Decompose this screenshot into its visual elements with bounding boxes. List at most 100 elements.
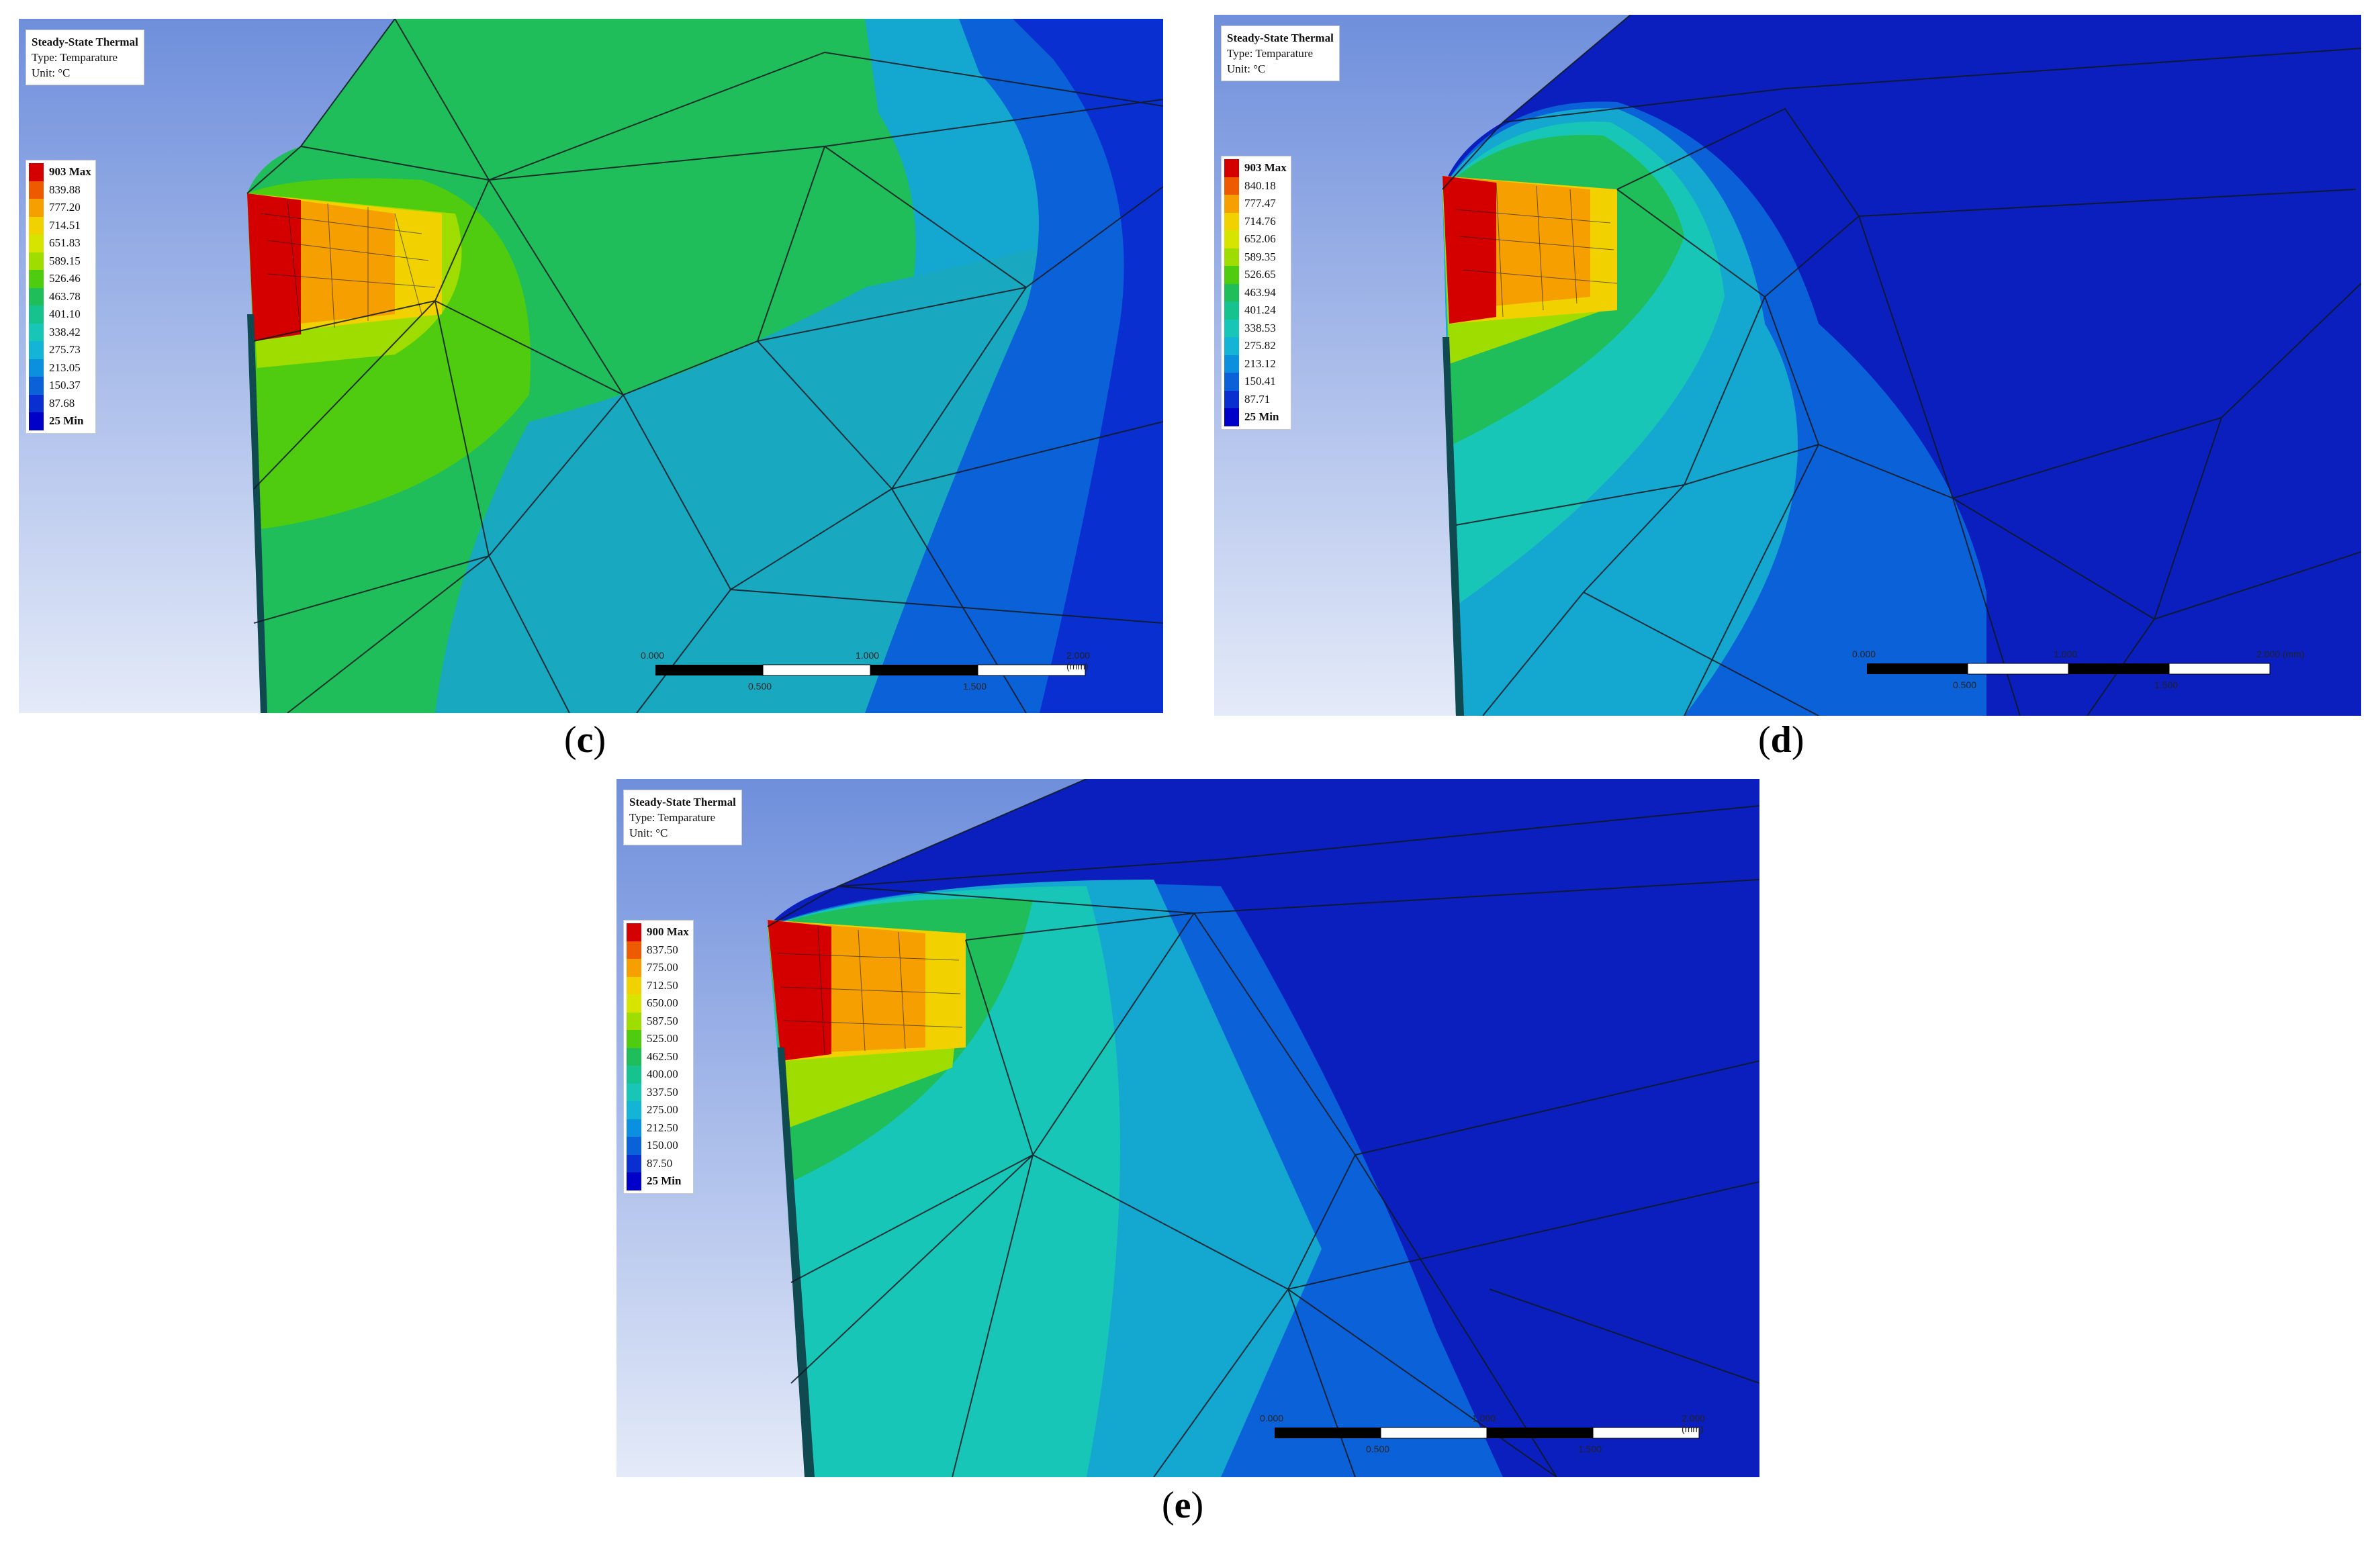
legend-row: 150.00 xyxy=(627,1137,689,1155)
scale-tick-0: 0.000 xyxy=(1852,649,1876,659)
legend-value: 463.94 xyxy=(1244,285,1276,299)
legend-value: 213.12 xyxy=(1244,357,1276,370)
legend-value: 525.00 xyxy=(647,1032,678,1045)
legend-swatch xyxy=(1224,212,1239,230)
color-legend: 903 Max 840.18 777.47 714.76 652.06 589.35 526… xyxy=(1221,156,1291,430)
panel-e: Steady-State Thermal Type: Temparature U… xyxy=(616,779,1759,1477)
scale-tick-2: 2.000 (mm) xyxy=(1066,650,1091,671)
panel-c: Steady-State Thermal Type: Temparature U… xyxy=(19,19,1163,713)
scale-tick-half: 0.500 xyxy=(1366,1444,1390,1454)
legend-row: 462.50 xyxy=(627,1047,689,1066)
legend-swatch xyxy=(1224,319,1239,337)
legend-value: 25 Min xyxy=(49,414,84,428)
caption-d: (d) xyxy=(1758,719,1804,761)
legend-swatch xyxy=(29,306,44,324)
legend-swatch xyxy=(29,323,44,341)
legend-value: 714.76 xyxy=(1244,214,1276,228)
legend-value: 651.83 xyxy=(49,236,81,250)
legend-swatch xyxy=(1224,177,1239,195)
scale-tick-1: 1.000 xyxy=(2054,649,2078,659)
legend-row: 25 Min xyxy=(627,1172,689,1190)
legend-value: 87.50 xyxy=(647,1156,673,1170)
legend-swatch xyxy=(29,377,44,395)
legend-row: 525.00 xyxy=(627,1030,689,1048)
info-unit: Unit: °C xyxy=(629,827,668,839)
legend-row: 652.06 xyxy=(1224,230,1287,248)
info-unit: Unit: °C xyxy=(1227,62,1266,75)
scale-tick-0: 0.000 xyxy=(1260,1413,1284,1423)
temperature-field-e xyxy=(616,779,1759,1477)
legend-row: 401.10 xyxy=(29,306,91,324)
legend-swatch xyxy=(627,1172,641,1190)
legend-row: 714.76 xyxy=(1224,212,1287,230)
legend-swatch xyxy=(1224,195,1239,213)
caption-c: (c) xyxy=(564,719,606,761)
legend-swatch xyxy=(29,163,44,181)
legend-row: 25 Min xyxy=(1224,408,1287,426)
legend-row: 400.00 xyxy=(627,1066,689,1084)
legend-row: 337.50 xyxy=(627,1083,689,1101)
legend-swatch xyxy=(1224,337,1239,355)
legend-value: 900 Max xyxy=(647,925,689,939)
legend-swatch xyxy=(1224,159,1239,177)
legend-swatch xyxy=(627,1083,641,1101)
legend-swatch xyxy=(29,394,44,412)
legend-value: 463.78 xyxy=(49,289,81,303)
legend-swatch xyxy=(29,270,44,288)
legend-value: 275.00 xyxy=(647,1103,678,1117)
legend-row: 839.88 xyxy=(29,181,91,199)
scale-tick-half: 0.500 xyxy=(748,681,772,692)
legend-value: 837.50 xyxy=(647,943,678,956)
legend-swatch xyxy=(29,287,44,306)
legend-value: 714.51 xyxy=(49,218,81,232)
scale-tick-0: 0.000 xyxy=(641,650,665,661)
scale-bar-graphic xyxy=(1275,1427,1700,1439)
legend-row: 837.50 xyxy=(627,941,689,959)
panel-d: Steady-State Thermal Type: Temparature U… xyxy=(1214,15,2361,716)
legend-row: 840.18 xyxy=(1224,177,1287,195)
legend-row: 150.37 xyxy=(29,377,91,395)
legend-row: 150.41 xyxy=(1224,373,1287,391)
scale-tick-2: 2.000 (mm) xyxy=(2256,649,2305,659)
legend-row: 526.46 xyxy=(29,270,91,288)
legend-row: 338.42 xyxy=(29,323,91,341)
scale-tick-one-half: 1.500 xyxy=(1578,1444,1602,1454)
legend-swatch xyxy=(1224,283,1239,301)
scale-tick-1: 1.000 xyxy=(856,650,880,661)
legend-row: 463.94 xyxy=(1224,283,1287,301)
legend-value: 903 Max xyxy=(49,165,91,179)
legend-value: 337.50 xyxy=(647,1085,678,1098)
legend-value: 526.65 xyxy=(1244,268,1276,281)
legend-row: 650.00 xyxy=(627,994,689,1013)
info-unit: Unit: °C xyxy=(32,66,71,79)
legend-row: 87.71 xyxy=(1224,390,1287,408)
legend-row: 213.05 xyxy=(29,359,91,377)
legend-row: 212.50 xyxy=(627,1119,689,1137)
legend-row: 712.50 xyxy=(627,976,689,994)
legend-value: 400.00 xyxy=(647,1068,678,1081)
legend-row: 714.51 xyxy=(29,216,91,234)
legend-row: 775.00 xyxy=(627,959,689,977)
legend-swatch xyxy=(1224,301,1239,320)
legend-row: 275.82 xyxy=(1224,337,1287,355)
legend-swatch xyxy=(1224,390,1239,408)
legend-value: 462.50 xyxy=(647,1049,678,1063)
legend-value: 150.37 xyxy=(49,379,81,392)
legend-value: 87.68 xyxy=(49,396,75,410)
scale-bar: 0.000 1.000 2.000 (mm) 0.500 1.500 xyxy=(1241,1413,1725,1460)
legend-row: 213.12 xyxy=(1224,355,1287,373)
legend-value: 401.10 xyxy=(49,308,81,321)
legend-row: 777.47 xyxy=(1224,195,1287,213)
legend-value: 275.73 xyxy=(49,343,81,357)
color-legend: 903 Max 839.88 777.20 714.51 651.83 589.15 526… xyxy=(26,160,96,434)
info-box: Steady-State Thermal Type: Temparature U… xyxy=(623,790,742,845)
legend-row: 338.53 xyxy=(1224,319,1287,337)
legend-row: 651.83 xyxy=(29,234,91,252)
scale-bar: 0.000 1.000 2.000 (mm) 0.500 1.500 xyxy=(623,650,1093,697)
legend-swatch xyxy=(1224,408,1239,426)
legend-swatch xyxy=(29,341,44,359)
legend-value: 150.00 xyxy=(647,1139,678,1152)
legend-swatch xyxy=(627,1030,641,1048)
legend-swatch xyxy=(627,1154,641,1172)
legend-swatch xyxy=(29,234,44,252)
